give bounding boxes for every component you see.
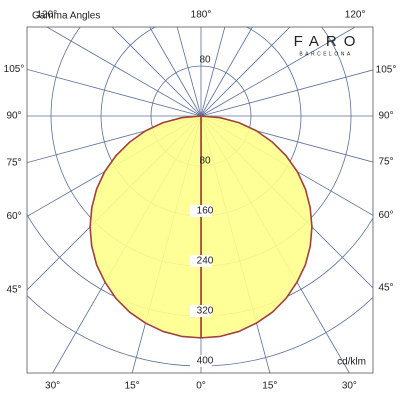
intensity-curve — [89, 115, 202, 339]
angle-tick-label: 120° — [345, 10, 366, 21]
angle-tick-label: 0° — [196, 381, 206, 392]
angle-tick-label: 30° — [342, 381, 357, 392]
ring-tick-label: 240 — [197, 256, 214, 267]
intensity-curve — [200, 115, 313, 339]
radial-grid-line — [200, 27, 291, 117]
labels: 120° 105° 90° 75° 60° 45° 30° 15° 0° 15° 30° 45° 60°… — [4, 10, 397, 392]
angle-tick-label: 75° — [378, 157, 393, 168]
radial-grid-line — [111, 27, 202, 117]
radial-grid-line — [149, 27, 202, 117]
angle-tick-label: 60° — [6, 211, 21, 222]
logo: FARO — [294, 33, 363, 50]
ring-label-bg — [190, 255, 212, 267]
radial-grid-line — [200, 69, 373, 117]
radial-grid-line — [200, 27, 253, 117]
ring-tick-label: 160 — [197, 206, 214, 217]
chart-title: Gamma Angles — [32, 11, 100, 22]
ring-label-bg — [190, 305, 212, 317]
ring-tick-label: 80 — [199, 55, 211, 66]
ring-label-bg — [190, 355, 212, 367]
ring-tick-label: 400 — [197, 356, 214, 367]
angle-tick-label: 180° — [191, 10, 212, 21]
angle-tick-label: 105° — [4, 64, 25, 75]
radial-grid-line — [200, 27, 226, 117]
radial-grid-line — [200, 27, 356, 117]
curve — [89, 115, 313, 339]
angle-tick-label: 105° — [376, 65, 397, 76]
angle-tick-label: 45° — [6, 285, 21, 296]
angle-tick-label: 75° — [6, 157, 21, 168]
angle-tick-label: 15° — [125, 381, 140, 392]
angle-tick-label: 15° — [262, 381, 277, 392]
angle-tick-label: 90° — [6, 111, 21, 122]
angle-tick-label: 60° — [378, 210, 393, 221]
angle-tick-label: 90° — [378, 111, 393, 122]
angle-tick-label: 120° — [37, 10, 58, 21]
unit-label: cd/klm — [337, 357, 366, 368]
ring-tick-label: 80 — [199, 156, 211, 167]
radial-grid-line — [46, 27, 202, 117]
angle-tick-label: 30° — [45, 381, 60, 392]
ring-label-bg — [190, 205, 212, 217]
angle-tick-label: 45° — [378, 283, 393, 294]
ring-tick-label: 320 — [197, 306, 214, 317]
logo-subtitle: BARCELONA — [299, 51, 352, 57]
radial-grid-line — [27, 68, 202, 117]
radial-grid-line — [176, 27, 202, 117]
